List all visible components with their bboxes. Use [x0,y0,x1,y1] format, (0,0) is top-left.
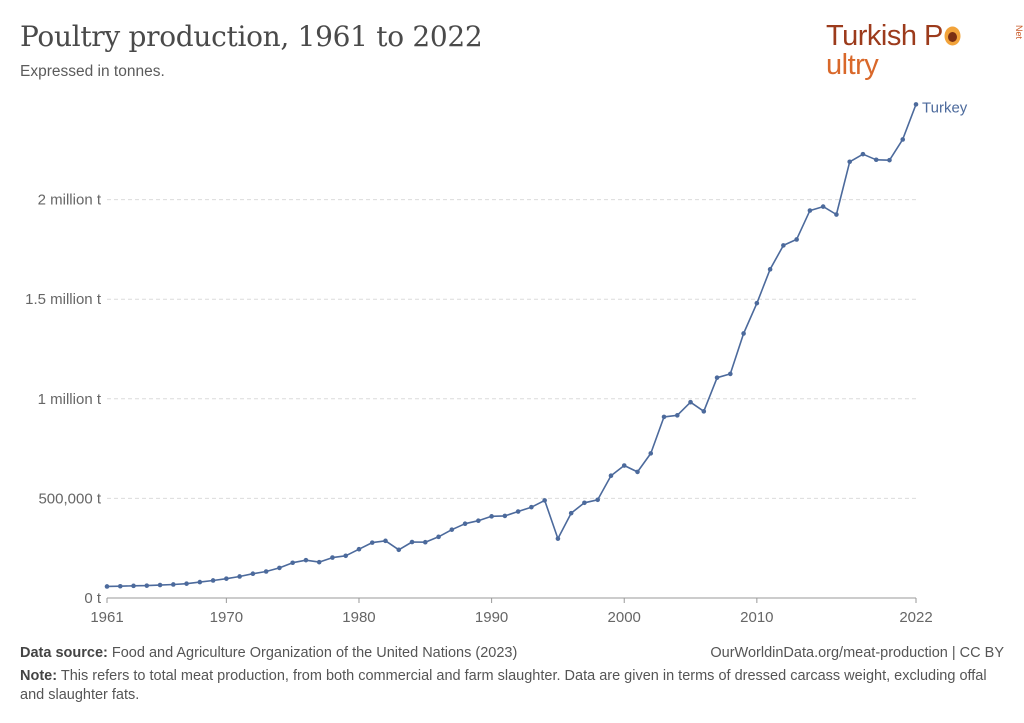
data-point [807,208,813,213]
data-point [621,463,627,468]
note-label: Note: [20,668,58,684]
data-point [635,469,640,475]
data-point [171,582,176,587]
data-point [489,514,494,519]
data-point [210,578,216,583]
x-tick-label: 1990 [475,609,508,626]
data-point [834,212,839,217]
y-tick-label: 1.5 million t [25,291,102,308]
data-point [701,409,707,414]
data-point [263,569,269,574]
data-point [688,399,693,405]
data-point [396,547,402,553]
x-tick-label: 2000 [608,609,641,626]
data-point [476,518,481,524]
logo-part-2: ultry [826,49,879,81]
data-point [661,414,667,420]
footer-source-row: Data source: Food and Agriculture Organi… [20,644,1004,663]
x-tick-label: 1980 [342,609,375,626]
data-point [595,497,601,503]
series-line-turkey [106,104,917,588]
data-point [502,513,508,519]
data-source: Data source: Food and Agriculture Organi… [20,644,517,663]
data-point [157,582,163,588]
data-point [343,553,349,559]
data-point [184,581,189,586]
data-point [529,504,534,510]
data-point [462,521,468,526]
data-point [568,510,574,516]
logo-net-suffix: Net [1014,25,1024,40]
data-point [515,509,521,514]
data-point [369,540,375,545]
data-point [873,157,879,163]
data-point [356,546,362,552]
data-point [250,571,256,576]
y-tick-label: 1 million t [38,391,102,408]
brand-logo[interactable]: Turkish Pultry Net [826,22,1024,80]
chart-title: Poultry production, 1961 to 2022 [20,20,483,53]
data-point [422,539,428,545]
data-point [820,204,826,209]
data-point [860,151,866,157]
data-point [436,534,441,540]
data-point [224,576,229,581]
data-point [117,583,123,589]
chart-subtitle: Expressed in tonnes. [20,63,165,80]
logo-wordmark: Turkish Pultry [826,22,1013,80]
data-point [900,137,906,142]
data-point [542,498,547,503]
data-point [237,574,242,579]
data-point [144,583,150,588]
y-tick-label: 2 million t [38,192,102,209]
line-chart: 0 t 500,000 t 1 million t 1.5 million t 2 mi… [25,99,968,626]
data-point [555,536,561,541]
data-point [303,557,309,563]
source-label: Data source: [20,645,108,661]
data-point [277,565,282,571]
x-tick-label: 1961 [90,609,123,626]
y-tick-label: 500,000 t [38,490,101,507]
data-point [728,371,733,377]
logo-part-1: Turkish P [826,20,943,52]
data-point [409,539,415,545]
x-tick-label: 2022 [899,609,932,626]
data-point [767,267,773,272]
x-tick-label: 1970 [210,609,243,626]
data-point [197,579,203,585]
data-point [316,559,322,565]
data-point [754,300,760,306]
data-point [794,237,799,242]
data-point [741,331,746,336]
data-point [781,243,786,248]
x-tick-label: 2010 [740,609,773,626]
data-point [582,500,587,506]
data-point [330,555,335,560]
data-point [131,583,136,589]
source-text: Food and Agriculture Organization of the… [111,645,518,661]
data-point [449,527,455,532]
data-point [887,157,892,163]
data-point [714,375,720,380]
data-point [104,584,110,589]
y-tick-label: 0 t [84,590,102,607]
data-point [383,538,388,544]
note-text: This refers to total meat production, fr… [20,668,987,703]
data-point [648,451,654,456]
data-point [913,102,919,107]
footer-note: Note: This refers to total meat producti… [20,667,995,705]
data-point [847,159,852,165]
data-point [674,413,680,418]
source-url-link[interactable]: OurWorldinData.org/meat-production | CC … [710,645,1004,661]
data-point [290,560,295,566]
data-point [608,473,614,478]
series-label: Turkey [922,99,968,116]
egg-icon [944,26,961,46]
